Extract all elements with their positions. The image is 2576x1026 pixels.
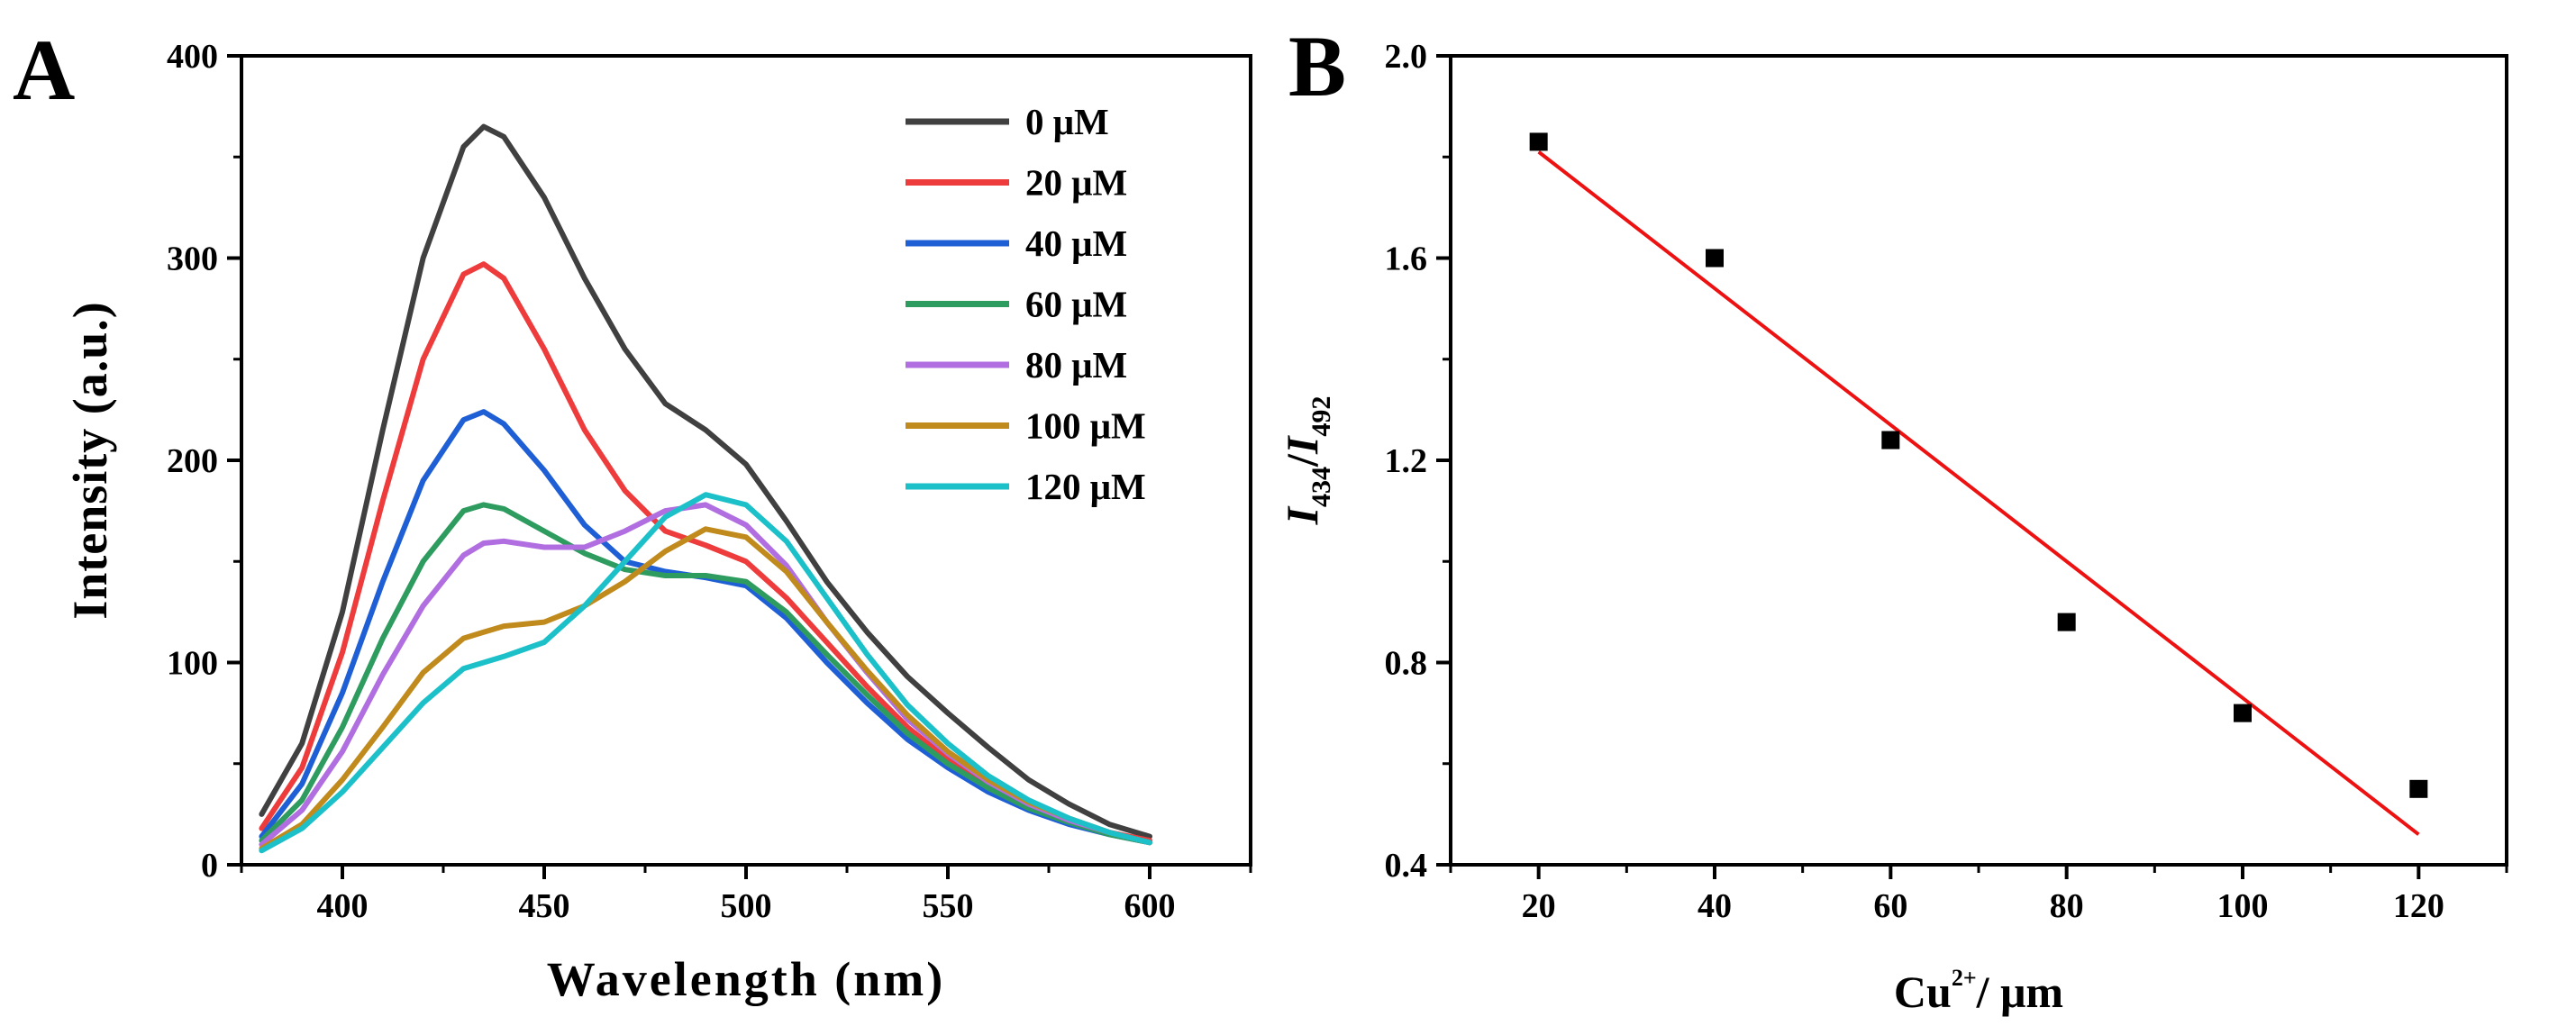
x-tick-label: 400 <box>317 887 369 925</box>
scatter-points-group <box>1529 132 2428 798</box>
y-axis-title-b: I434/I492 <box>1277 396 1336 526</box>
legend-label: 80 μM <box>1025 344 1127 386</box>
legend-label: 20 μM <box>1025 162 1127 204</box>
series-line-5 <box>259 526 1152 851</box>
y-axis-title-sub2: 492 <box>1306 396 1336 437</box>
data-point <box>1706 249 1724 268</box>
y-axis-title-i2: I <box>1277 435 1327 455</box>
legend-label: 60 μM <box>1025 284 1127 325</box>
spectra-series-group <box>259 123 1152 854</box>
y-tick-label: 1.2 <box>1385 442 1428 480</box>
y-tick-label: 100 <box>167 645 218 683</box>
fit-line <box>1537 150 2420 836</box>
panel-a-letter: A <box>13 22 75 118</box>
data-point <box>1881 431 1900 449</box>
x-tick-label: 450 <box>519 887 570 925</box>
ratio-chart: 20 40 60 80 100 120 0.4 0.8 1.2 1.6 2.0 Cu2+/ μm I… <box>1277 38 2508 1017</box>
x-tick-label: 40 <box>1698 887 1732 925</box>
y-tick-label: 400 <box>167 38 218 76</box>
legend-label: 100 μM <box>1025 405 1146 447</box>
y-axis-title: Intensity (a.u.) <box>63 301 117 620</box>
y-tick-label: 0.8 <box>1385 645 1428 683</box>
x-tick-label: 500 <box>721 887 772 925</box>
series-line-0 <box>259 123 1152 840</box>
y-tick-label: 1.6 <box>1385 241 1428 278</box>
x-tick-label: 60 <box>1873 887 1907 925</box>
series-line-2 <box>259 409 1152 846</box>
x-axis-title-b: Cu2+/ μm <box>1894 965 2063 1017</box>
chart-a-legend: 0 μM 20 μM 40 μM 60 μM 80 μM 100 μM 120 μM <box>906 101 1146 507</box>
x-axis-title-base: Cu <box>1894 967 1952 1017</box>
data-point <box>2234 704 2252 722</box>
x-tick-label: 120 <box>2393 887 2444 925</box>
series-line-3 <box>259 502 1152 846</box>
x-tick-label: 20 <box>1522 887 1556 925</box>
chart-b-ticks: 20 40 60 80 100 120 0.4 0.8 1.2 1.6 2.0 <box>1385 38 2508 925</box>
y-axis-title-i1: I <box>1277 505 1327 525</box>
y-tick-label: 300 <box>167 241 218 278</box>
legend-label: 120 μM <box>1025 466 1146 507</box>
x-tick-label: 550 <box>923 887 974 925</box>
y-tick-label: 2.0 <box>1385 38 1428 76</box>
legend-label: 0 μM <box>1025 101 1109 142</box>
y-axis-title-sub1: 434 <box>1306 467 1336 507</box>
x-tick-label: 100 <box>2217 887 2269 925</box>
x-tick-label: 80 <box>2050 887 2084 925</box>
x-tick-label: 600 <box>1124 887 1176 925</box>
y-axis-title-slash: / <box>1277 453 1327 468</box>
x-axis-title: Wavelength (nm) <box>547 952 946 1006</box>
data-point <box>2057 613 2076 631</box>
x-axis-title-rest: / μm <box>1976 967 2063 1017</box>
chart-a-ticks: 400 450 500 550 600 0 100 200 300 400 <box>167 38 1252 925</box>
chart-b-frame <box>1449 54 2508 867</box>
panel-b-letter: B <box>1288 18 1346 114</box>
y-tick-label: 0.4 <box>1385 847 1428 885</box>
data-point <box>1529 132 1548 151</box>
legend-label: 40 μM <box>1025 222 1127 264</box>
x-axis-title-sup: 2+ <box>1952 965 1977 991</box>
series-line-6 <box>259 492 1152 854</box>
y-tick-label: 0 <box>201 847 218 885</box>
y-tick-label: 200 <box>167 442 218 480</box>
data-point <box>2409 779 2428 798</box>
